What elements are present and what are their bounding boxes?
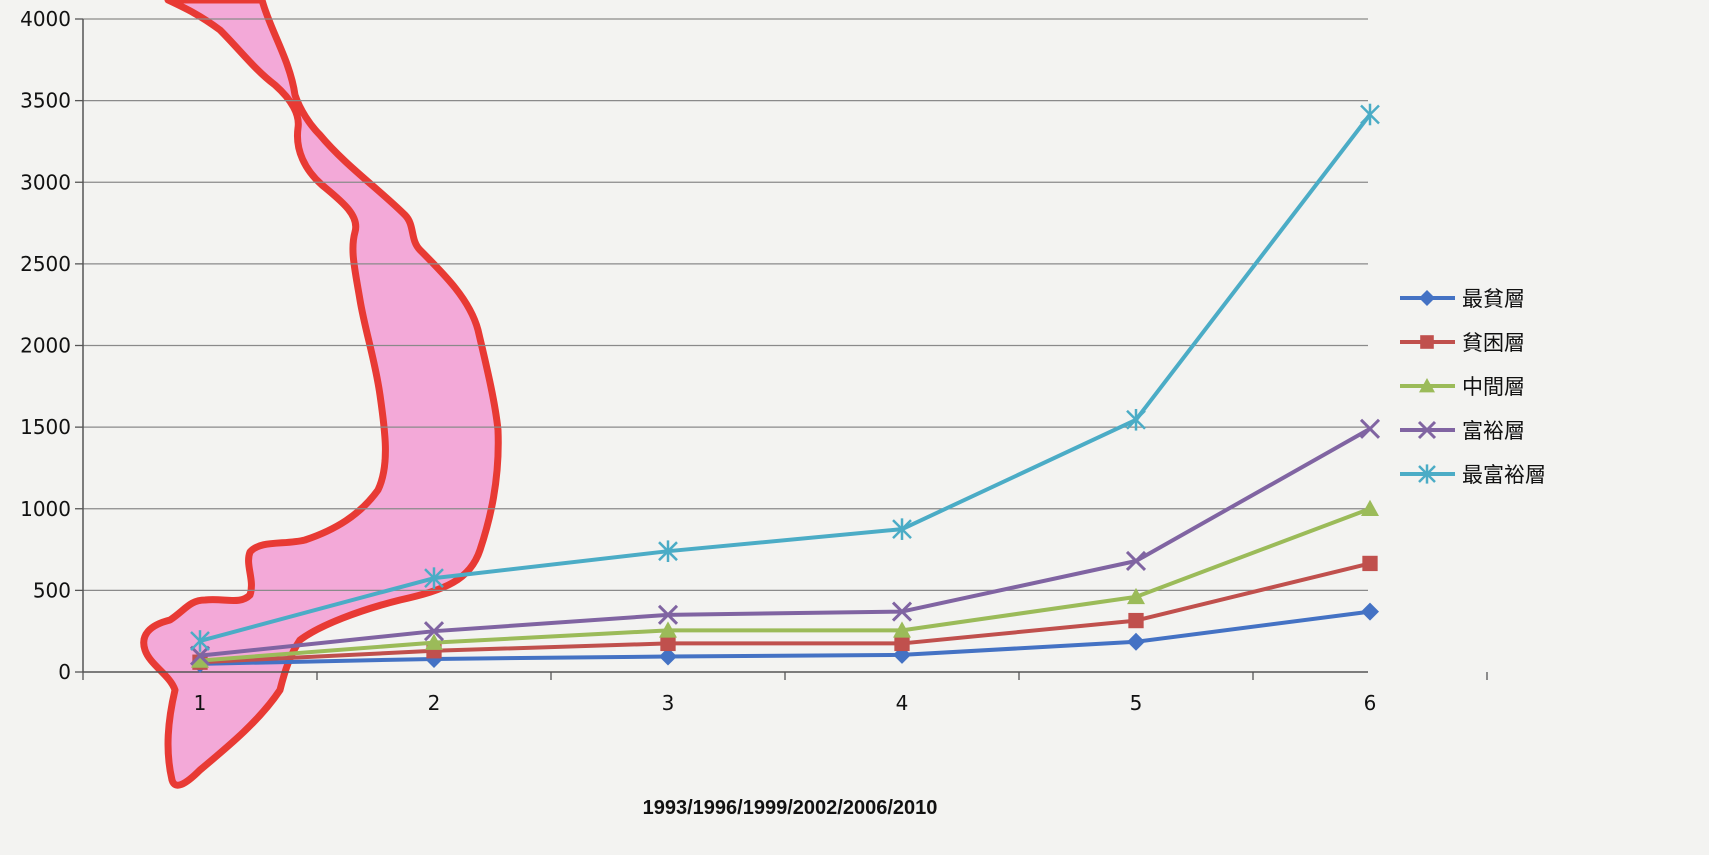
data-point xyxy=(1127,587,1145,605)
data-point-stroke xyxy=(189,645,211,666)
map-outline xyxy=(140,0,502,789)
data-point xyxy=(892,518,912,540)
x-tick-label: 2 xyxy=(428,691,441,715)
y-tick-label: 3000 xyxy=(20,170,71,194)
series-triangle xyxy=(191,499,1379,668)
data-point xyxy=(423,621,445,642)
y-tick-label: 3500 xyxy=(20,89,71,113)
data-point xyxy=(1419,378,1435,393)
series-star xyxy=(190,103,1380,652)
data-point xyxy=(659,621,677,638)
x-tick-label: 1 xyxy=(194,691,207,715)
y-tick-label: 1500 xyxy=(20,415,71,439)
data-point-stroke xyxy=(1125,550,1147,572)
data-point xyxy=(1125,550,1147,572)
legend-item: 最富裕層 xyxy=(1400,463,1546,487)
data-point xyxy=(424,567,444,589)
data-point xyxy=(1361,499,1379,516)
data-point xyxy=(1361,602,1379,621)
y-tick-label: 1000 xyxy=(20,497,71,521)
data-point xyxy=(1419,290,1435,306)
data-point xyxy=(190,630,210,652)
data-point xyxy=(660,635,676,652)
data-point xyxy=(659,647,677,666)
data-point xyxy=(893,621,911,638)
x-tick-label: 5 xyxy=(1130,691,1143,715)
data-point-stroke xyxy=(423,621,445,642)
series-x xyxy=(189,418,1381,666)
data-point xyxy=(894,635,910,652)
x-axis-title: 1993/1996/1999/2002/2006/2010 xyxy=(643,797,938,819)
data-point xyxy=(1417,420,1437,440)
series-line xyxy=(199,609,1371,666)
legend-label: 最貧層 xyxy=(1462,287,1525,311)
legend-label: 富裕層 xyxy=(1462,419,1525,443)
data-point-stroke xyxy=(891,601,913,622)
x-tick-label: 3 xyxy=(662,691,675,715)
data-point-stroke xyxy=(657,604,679,625)
data-point xyxy=(1360,103,1380,126)
data-point xyxy=(657,604,679,625)
legend-item: 富裕層 xyxy=(1400,419,1525,443)
data-point xyxy=(1420,335,1434,349)
gridlines xyxy=(83,18,1368,592)
data-point xyxy=(1362,555,1378,572)
y-tick-label: 2000 xyxy=(20,334,71,358)
legend-item: 最貧層 xyxy=(1400,287,1525,311)
data-point-stroke xyxy=(1359,418,1381,439)
data-point xyxy=(425,633,443,650)
data-point xyxy=(658,540,678,562)
vietnam-map-drawing xyxy=(140,0,502,789)
legend-label: 中間層 xyxy=(1462,375,1525,399)
legend-label: 最富裕層 xyxy=(1462,463,1546,487)
data-point xyxy=(891,601,913,622)
y-tick-label: 2500 xyxy=(20,252,71,276)
y-tick-label: 4000 xyxy=(20,7,71,31)
data-point xyxy=(1359,418,1381,439)
series-square xyxy=(192,555,1378,670)
data-point xyxy=(1128,612,1144,629)
data-point xyxy=(1418,464,1436,484)
legend-item: 貧困層 xyxy=(1400,331,1525,355)
series-line xyxy=(199,506,1371,663)
y-tick-label: 500 xyxy=(33,578,71,602)
data-point xyxy=(189,645,211,666)
data-point xyxy=(191,651,209,668)
series-line xyxy=(199,113,1372,643)
axes: 0 500 1000 1500 2000 2500 3000 3500 4000 1 2 3 4 5 6 xyxy=(20,7,1488,715)
y-tick-label: 0 xyxy=(58,660,71,684)
series-line xyxy=(199,427,1371,658)
series-line xyxy=(199,561,1371,665)
legend-label: 貧困層 xyxy=(1462,331,1525,355)
legend-item: 中間層 xyxy=(1400,375,1525,399)
data-point-stroke xyxy=(1417,420,1437,440)
data-point xyxy=(1127,632,1145,651)
series-lines xyxy=(189,103,1381,673)
x-tick-label: 6 xyxy=(1364,691,1377,715)
x-tick-label: 4 xyxy=(896,691,909,715)
data-point xyxy=(1126,408,1146,431)
